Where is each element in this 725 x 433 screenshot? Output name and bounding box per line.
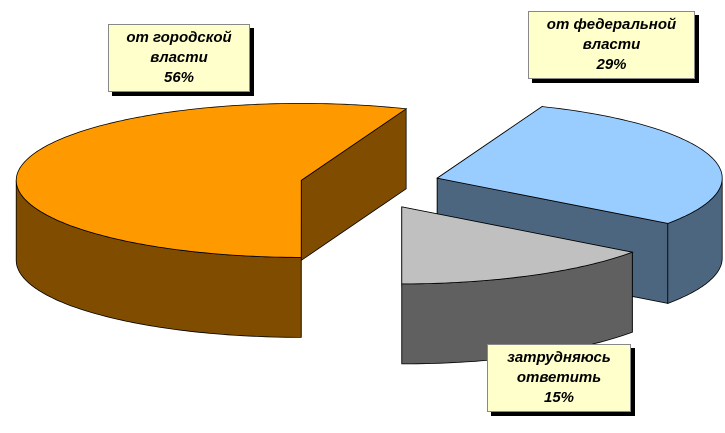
slice-top [436, 106, 723, 224]
value-label: 29% [596, 56, 627, 73]
label-box: затрудняюсь ответить 15% [487, 344, 631, 412]
label-box: от федеральной власти 29% [528, 11, 695, 79]
slice-top [401, 206, 634, 285]
slice-label: от федеральной власти [546, 16, 677, 53]
slice-label: от городской власти [126, 29, 232, 66]
value-label: 56% [163, 69, 195, 86]
slice-label: затрудняюсь ответить [507, 349, 611, 386]
slice-top [15, 103, 408, 258]
value-label: 15% [543, 389, 575, 406]
label-box: от городской власти 56% [108, 24, 250, 92]
